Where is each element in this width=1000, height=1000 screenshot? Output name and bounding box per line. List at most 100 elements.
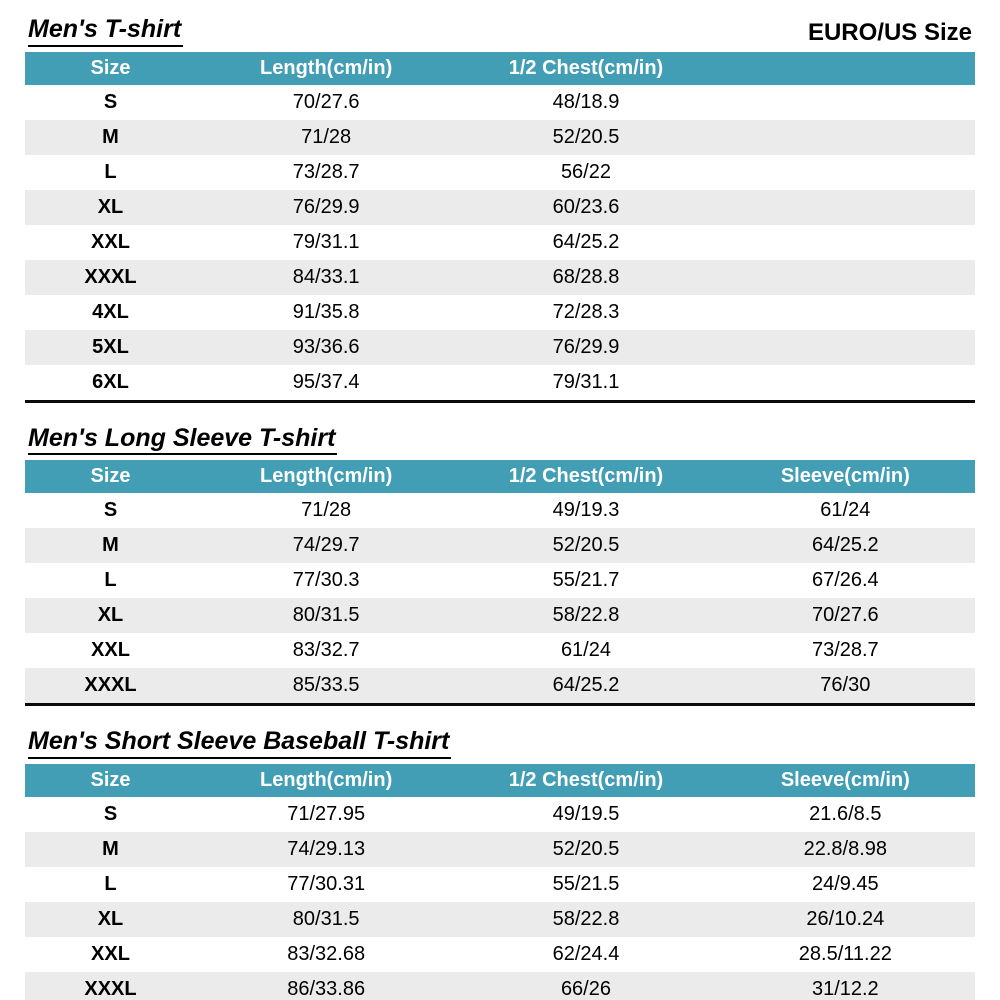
measurement-cell: 80/31.5 xyxy=(196,598,457,633)
size-cell: M xyxy=(25,831,196,867)
mens-short-sleeve-baseball-size-table: Size Length(cm/in) 1/2 Chest(cm/in) Sleeve(… xyxy=(25,763,975,1000)
table-row: L 77/30.31 55/21.5 24/9.45 xyxy=(25,866,975,902)
table-row: 4XL 91/35.8 72/28.3 xyxy=(25,294,975,330)
measurement-cell: 52/20.5 xyxy=(456,528,716,563)
mens-tshirt-size-table: Size Length(cm/in) 1/2 Chest(cm/in) S 70/27… xyxy=(25,51,975,403)
measurement-cell xyxy=(715,189,975,225)
measurement-cell: 74/29.13 xyxy=(196,831,457,867)
measurement-cell: 26/10.24 xyxy=(715,901,975,937)
table-row: 6XL 95/37.4 79/31.1 xyxy=(25,364,975,401)
size-cell: XXXL xyxy=(25,668,196,705)
measurement-cell xyxy=(715,329,975,365)
title-row: Men's Long Sleeve T-shirt xyxy=(28,424,972,455)
mens-long-sleeve-size-table: Size Length(cm/in) 1/2 Chest(cm/in) Sleeve(… xyxy=(25,460,975,706)
size-cell: 5XL xyxy=(25,329,196,365)
table-row: M 71/28 52/20.5 xyxy=(25,119,975,155)
size-cell: L xyxy=(25,563,196,598)
title-row: Men's T-shirt EURO/US Size xyxy=(28,15,972,47)
measurement-cell: 48/18.9 xyxy=(456,84,716,120)
measurement-cell xyxy=(715,294,975,330)
measurement-cell: 79/31.1 xyxy=(456,364,716,401)
measurement-cell: 72/28.3 xyxy=(456,294,716,330)
measurement-cell: 76/30 xyxy=(715,668,975,705)
measurement-cell: 52/20.5 xyxy=(456,119,716,155)
measurement-cell: 62/24.4 xyxy=(456,936,716,972)
table-row: XXXL 86/33.86 66/26 31/12.2 xyxy=(25,971,975,1000)
table-row: XXL 83/32.68 62/24.4 28.5/11.22 xyxy=(25,936,975,972)
measurement-cell xyxy=(715,84,975,120)
measurement-cell: 83/32.68 xyxy=(196,936,457,972)
table-row: XXL 83/32.7 61/24 73/28.7 xyxy=(25,633,975,668)
measurement-cell: 79/31.1 xyxy=(196,224,457,260)
column-header: Sleeve(cm/in) xyxy=(715,763,975,797)
measurement-cell: 86/33.86 xyxy=(196,971,457,1000)
title-row: Men's Short Sleeve Baseball T-shirt xyxy=(28,727,972,759)
header-row: Size Length(cm/in) 1/2 Chest(cm/in) Sleeve(… xyxy=(25,460,975,493)
table-row: S 70/27.6 48/18.9 xyxy=(25,84,975,120)
measurement-cell: 66/26 xyxy=(456,971,716,1000)
mens-tshirt-section: Men's T-shirt EURO/US Size Size Length(cm… xyxy=(25,15,975,403)
measurement-cell: 58/22.8 xyxy=(456,901,716,937)
size-cell: L xyxy=(25,154,196,190)
table-title-mens-tshirt: Men's T-shirt xyxy=(28,15,184,47)
size-cell: XL xyxy=(25,901,196,937)
column-header: 1/2 Chest(cm/in) xyxy=(456,460,716,493)
size-cell: L xyxy=(25,866,196,902)
measurement-cell: 56/22 xyxy=(456,154,716,190)
measurement-cell: 74/29.7 xyxy=(196,528,457,563)
measurement-cell: 83/32.7 xyxy=(196,633,457,668)
size-cell: S xyxy=(25,493,196,528)
measurement-cell: 70/27.6 xyxy=(196,84,457,120)
measurement-cell xyxy=(715,259,975,295)
measurement-cell: 77/30.3 xyxy=(196,563,457,598)
size-standard-label: EURO/US Size xyxy=(807,19,972,47)
measurement-cell: 77/30.31 xyxy=(196,866,457,902)
measurement-cell: 60/23.6 xyxy=(456,189,716,225)
measurement-cell xyxy=(715,224,975,260)
measurement-cell: 71/27.95 xyxy=(196,796,457,832)
column-header xyxy=(715,51,975,85)
table-row: XL 80/31.5 58/22.8 26/10.24 xyxy=(25,901,975,937)
column-header: 1/2 Chest(cm/in) xyxy=(456,51,716,85)
measurement-cell xyxy=(715,154,975,190)
size-cell: XXL xyxy=(25,224,196,260)
mens-long-sleeve-tshirt-section: Men's Long Sleeve T-shirt Size Length(cm/… xyxy=(25,424,975,706)
measurement-cell: 73/28.7 xyxy=(196,154,457,190)
header-row: Size Length(cm/in) 1/2 Chest(cm/in) Sleeve(… xyxy=(25,763,975,797)
table-row: S 71/27.95 49/19.5 21.6/8.5 xyxy=(25,796,975,832)
measurement-cell: 91/35.8 xyxy=(196,294,457,330)
table-row: XL 80/31.5 58/22.8 70/27.6 xyxy=(25,598,975,633)
table-row: XXL 79/31.1 64/25.2 xyxy=(25,224,975,260)
column-header: Size xyxy=(25,51,196,85)
measurement-cell xyxy=(715,364,975,401)
table-row: S 71/28 49/19.3 61/24 xyxy=(25,493,975,528)
measurement-cell: 31/12.2 xyxy=(715,971,975,1000)
size-cell: S xyxy=(25,84,196,120)
column-header: Size xyxy=(25,763,196,797)
size-cell: M xyxy=(25,528,196,563)
column-header: Length(cm/in) xyxy=(196,51,457,85)
size-cell: XXL xyxy=(25,936,196,972)
table-row: XL 76/29.9 60/23.6 xyxy=(25,189,975,225)
table-row: 5XL 93/36.6 76/29.9 xyxy=(25,329,975,365)
size-cell: 4XL xyxy=(25,294,196,330)
table-row: M 74/29.7 52/20.5 64/25.2 xyxy=(25,528,975,563)
size-cell: S xyxy=(25,796,196,832)
table-row: L 77/30.3 55/21.7 67/26.4 xyxy=(25,563,975,598)
measurement-cell: 73/28.7 xyxy=(715,633,975,668)
measurement-cell: 52/20.5 xyxy=(456,831,716,867)
header-row: Size Length(cm/in) 1/2 Chest(cm/in) xyxy=(25,51,975,85)
measurement-cell: 93/36.6 xyxy=(196,329,457,365)
size-cell: XXXL xyxy=(25,259,196,295)
table-row: XXXL 85/33.5 64/25.2 76/30 xyxy=(25,668,975,705)
column-header: 1/2 Chest(cm/in) xyxy=(456,763,716,797)
measurement-cell: 70/27.6 xyxy=(715,598,975,633)
measurement-cell xyxy=(715,119,975,155)
measurement-cell: 95/37.4 xyxy=(196,364,457,401)
measurement-cell: 22.8/8.98 xyxy=(715,831,975,867)
measurement-cell: 24/9.45 xyxy=(715,866,975,902)
size-cell: 6XL xyxy=(25,364,196,401)
measurement-cell: 67/26.4 xyxy=(715,563,975,598)
measurement-cell: 21.6/8.5 xyxy=(715,796,975,832)
size-cell: XL xyxy=(25,189,196,225)
